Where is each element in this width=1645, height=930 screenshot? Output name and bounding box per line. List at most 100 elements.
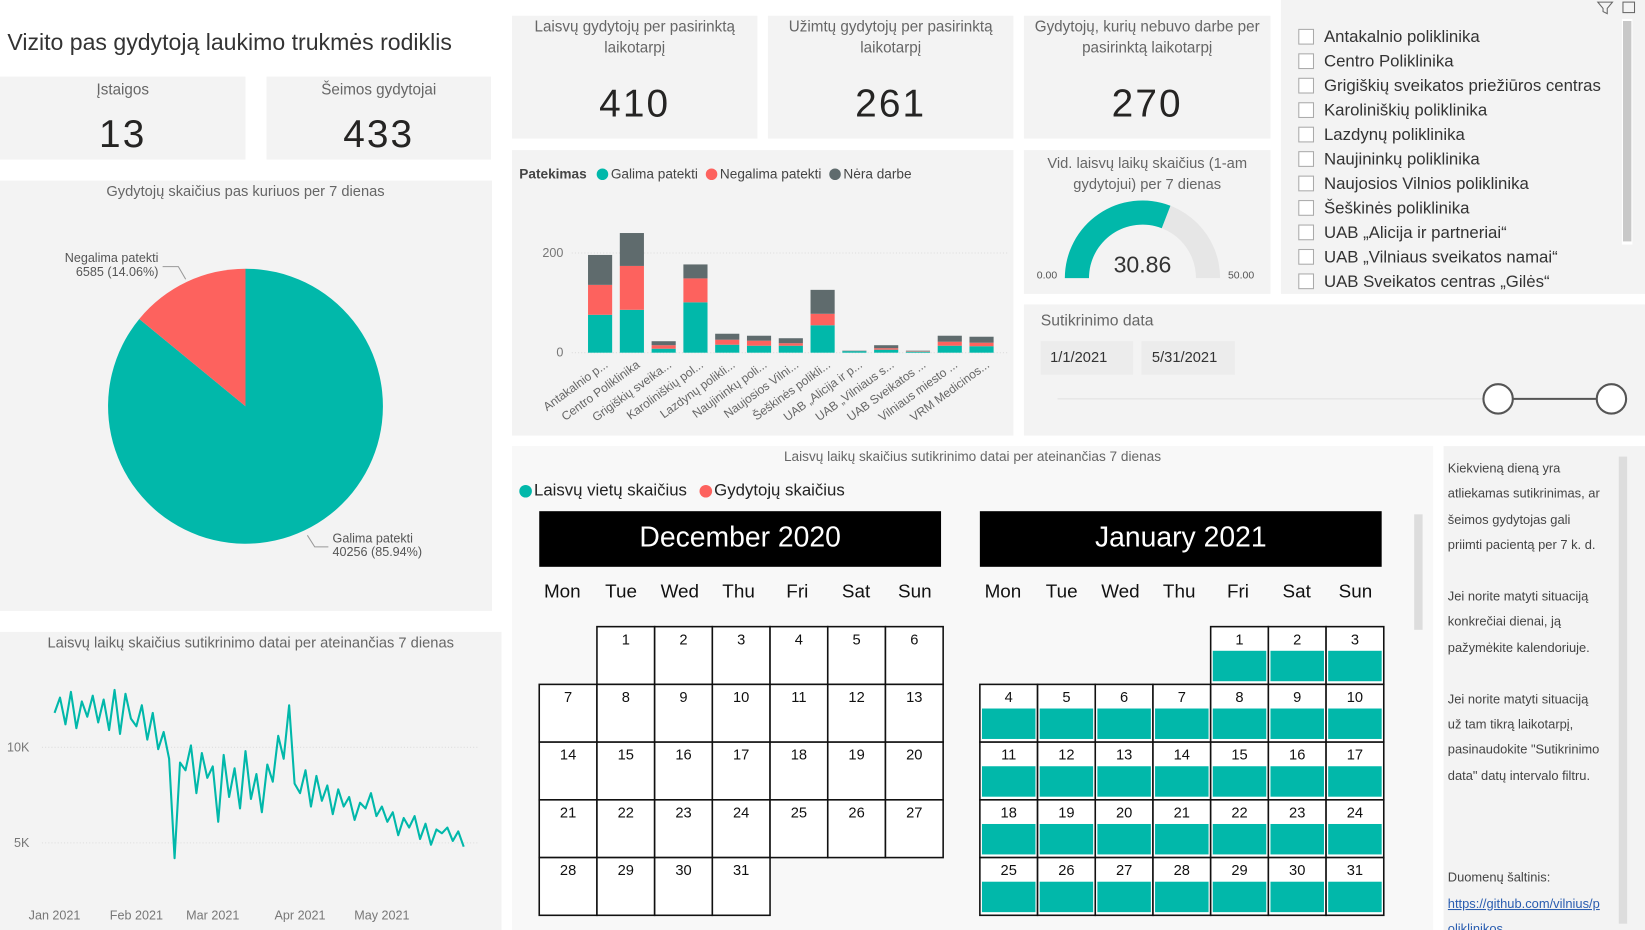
day-number[interactable]: 6	[1120, 690, 1128, 706]
day-number[interactable]: 5	[1062, 690, 1070, 706]
day-number[interactable]: 10	[1347, 690, 1363, 706]
day-number[interactable]: 13	[906, 690, 922, 706]
slider-handle[interactable]	[1482, 383, 1514, 415]
date-start-box[interactable]	[1040, 341, 1134, 375]
day-number[interactable]: 16	[1289, 748, 1305, 764]
day-number[interactable]: 30	[1289, 863, 1305, 879]
day-number[interactable]: 18	[791, 748, 807, 764]
day-number[interactable]: 28	[1174, 863, 1190, 879]
day-number[interactable]: 6	[910, 632, 918, 648]
day-number[interactable]: 14	[560, 748, 576, 764]
day-cell[interactable]	[826, 625, 887, 686]
day-number[interactable]: 16	[675, 748, 691, 764]
day-cell[interactable]	[826, 799, 887, 859]
day-cell[interactable]	[769, 741, 829, 801]
day-number[interactable]: 2	[1293, 632, 1301, 648]
slicer-item[interactable]: Antakalnio poliklinika	[1324, 27, 1480, 46]
day-number[interactable]: 11	[791, 690, 806, 706]
day-number[interactable]: 31	[733, 863, 749, 879]
day-number[interactable]: 14	[1174, 748, 1190, 764]
day-cell[interactable]	[711, 625, 771, 686]
day-number[interactable]: 10	[733, 690, 749, 706]
checkbox[interactable]	[1298, 200, 1315, 216]
day-number[interactable]: 13	[1116, 748, 1132, 764]
checkbox[interactable]	[1298, 248, 1315, 265]
day-number[interactable]: 1	[1235, 632, 1243, 648]
focus-icon[interactable]	[1622, 1, 1636, 14]
day-cell[interactable]	[711, 741, 771, 801]
day-cell[interactable]	[711, 856, 771, 917]
day-cell[interactable]	[769, 683, 829, 743]
slicer-item[interactable]: Šeškinės poliklinika	[1324, 198, 1470, 217]
day-number[interactable]: 18	[1001, 805, 1017, 821]
slicer-item[interactable]: Lazdynų poliklinika	[1324, 125, 1465, 144]
day-number[interactable]: 15	[618, 748, 634, 764]
day-cell[interactable]	[653, 799, 714, 859]
day-cell[interactable]	[538, 799, 598, 859]
day-number[interactable]: 27	[1116, 863, 1132, 879]
filter-icon[interactable]	[1596, 1, 1614, 15]
day-cell[interactable]	[653, 741, 714, 801]
day-number[interactable]: 12	[1058, 748, 1074, 764]
day-number[interactable]: 7	[564, 690, 572, 706]
day-cell[interactable]	[711, 799, 771, 859]
day-number[interactable]: 25	[1001, 863, 1017, 879]
day-number[interactable]: 8	[1235, 690, 1243, 706]
day-cell[interactable]	[711, 683, 771, 743]
day-cell[interactable]	[769, 799, 829, 859]
day-number[interactable]: 22	[618, 805, 634, 821]
checkbox[interactable]	[1298, 175, 1315, 192]
day-number[interactable]: 20	[906, 748, 922, 764]
day-number[interactable]: 4	[795, 632, 803, 648]
day-cell[interactable]	[884, 799, 944, 859]
day-cell[interactable]	[596, 625, 656, 686]
day-number[interactable]: 11	[1001, 748, 1016, 764]
day-number[interactable]: 5	[853, 632, 861, 648]
checkbox[interactable]	[1298, 126, 1315, 143]
day-number[interactable]: 28	[560, 863, 576, 879]
checkbox[interactable]	[1298, 273, 1315, 290]
source-link[interactable]: https://github.com/vilnius/poliklinikos	[1447, 896, 1600, 930]
slicer-item[interactable]: Grigiškių sveikatos priežiūros centras	[1324, 76, 1601, 95]
day-cell[interactable]	[538, 856, 598, 917]
day-number[interactable]: 24	[1347, 805, 1363, 821]
day-number[interactable]: 3	[1351, 632, 1359, 648]
checkbox[interactable]	[1298, 102, 1315, 118]
day-number[interactable]: 29	[618, 863, 634, 879]
day-cell[interactable]	[538, 683, 598, 743]
day-number[interactable]: 21	[560, 805, 576, 821]
day-number[interactable]: 9	[679, 690, 687, 706]
day-cell[interactable]	[596, 799, 656, 859]
day-number[interactable]: 27	[906, 805, 922, 821]
day-number[interactable]: 4	[1005, 690, 1013, 706]
day-number[interactable]: 26	[1058, 863, 1074, 879]
checkbox[interactable]	[1298, 224, 1315, 241]
day-cell[interactable]	[769, 625, 829, 686]
day-number[interactable]: 7	[1178, 690, 1186, 706]
day-number[interactable]: 19	[848, 748, 864, 764]
day-number[interactable]: 24	[733, 805, 749, 821]
day-number[interactable]: 3	[737, 632, 745, 648]
slicer-item[interactable]: Naujininkų poliklinika	[1324, 150, 1480, 169]
checkbox[interactable]	[1298, 151, 1315, 167]
day-number[interactable]: 25	[791, 805, 807, 821]
slicer-item[interactable]: UAB Sveikatos centras „Gilės“	[1324, 272, 1550, 291]
day-number[interactable]: 2	[679, 632, 687, 648]
day-number[interactable]: 29	[1231, 863, 1247, 879]
day-number[interactable]: 23	[1289, 805, 1305, 821]
date-start[interactable]: 1/1/2021	[1050, 350, 1107, 366]
day-cell[interactable]	[884, 683, 944, 743]
day-number[interactable]: 9	[1293, 690, 1301, 706]
checkbox[interactable]	[1298, 53, 1315, 70]
slicer-item[interactable]: UAB „Vilniaus sveikatos namai“	[1324, 247, 1558, 266]
slicer-item[interactable]: Centro Poliklinika	[1324, 52, 1454, 71]
slider-handle[interactable]	[1595, 383, 1628, 415]
day-number[interactable]: 17	[1347, 748, 1363, 764]
day-number[interactable]: 8	[622, 690, 630, 706]
slicer-item[interactable]: Karoliniškių poliklinika	[1324, 101, 1488, 120]
day-number[interactable]: 17	[733, 748, 749, 764]
day-number[interactable]: 12	[848, 690, 864, 706]
checkbox[interactable]	[1298, 28, 1315, 45]
day-number[interactable]: 15	[1231, 748, 1247, 764]
date-end[interactable]: 5/31/2021	[1152, 350, 1217, 366]
